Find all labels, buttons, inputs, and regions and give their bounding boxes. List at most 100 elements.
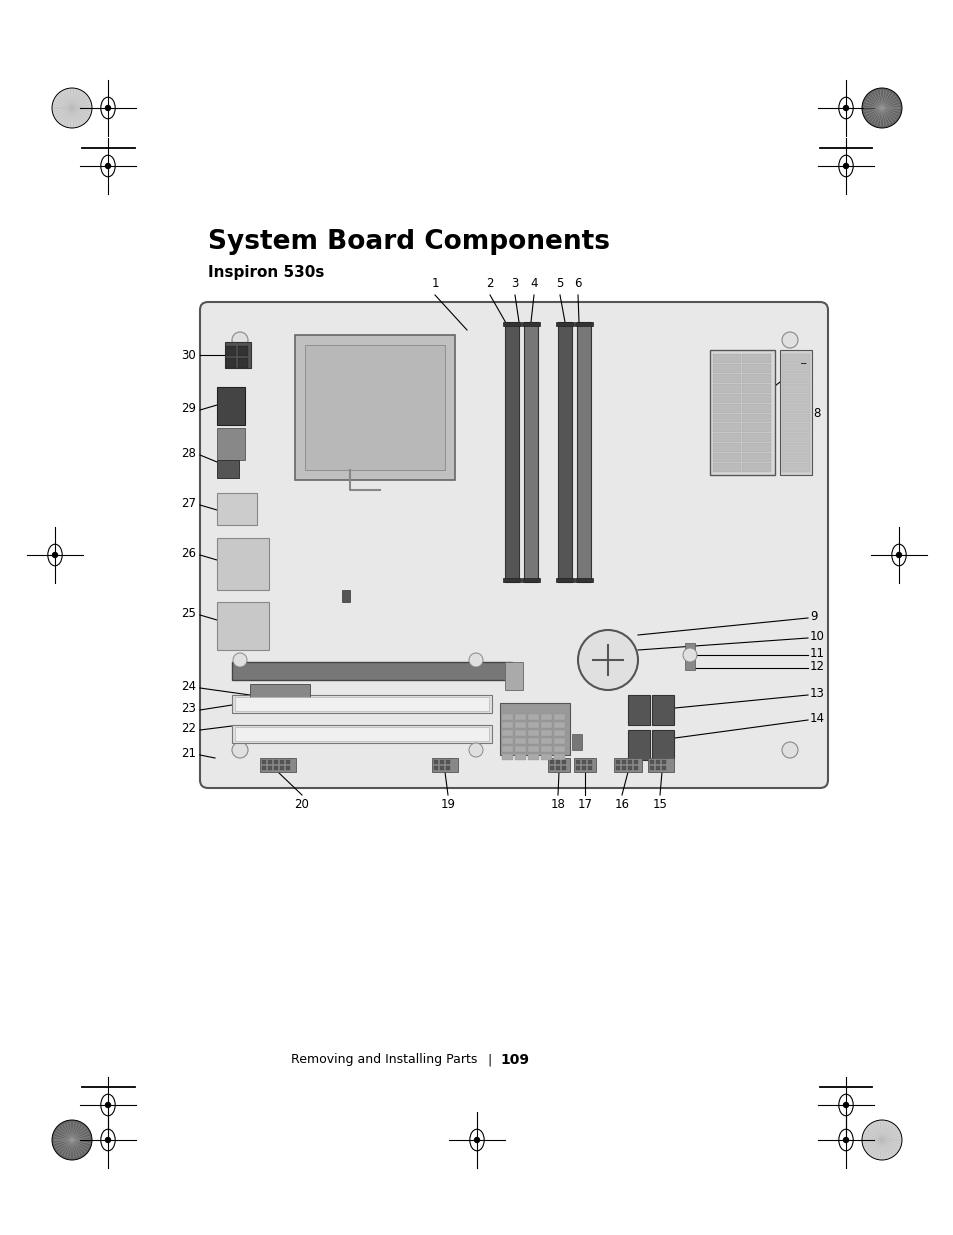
Bar: [712, 414, 740, 422]
Bar: [556, 578, 574, 582]
Bar: [561, 760, 565, 764]
Bar: [515, 739, 525, 743]
Bar: [634, 760, 638, 764]
Bar: [712, 433, 740, 442]
Bar: [274, 760, 277, 764]
Bar: [572, 734, 581, 750]
Bar: [540, 730, 552, 736]
Bar: [501, 739, 513, 743]
Bar: [781, 414, 809, 422]
Bar: [656, 760, 659, 764]
Bar: [741, 364, 770, 373]
Bar: [554, 730, 564, 736]
Circle shape: [52, 552, 57, 557]
Bar: [226, 346, 235, 356]
Bar: [260, 758, 295, 772]
Circle shape: [232, 742, 248, 758]
Bar: [232, 662, 512, 680]
Bar: [661, 766, 665, 769]
Bar: [540, 722, 552, 727]
Bar: [634, 766, 638, 769]
Bar: [280, 760, 284, 764]
Bar: [305, 345, 444, 471]
Circle shape: [578, 630, 638, 690]
Bar: [502, 578, 520, 582]
Text: 12: 12: [809, 659, 824, 673]
Circle shape: [781, 332, 797, 348]
FancyBboxPatch shape: [200, 303, 827, 788]
Text: System Board Components: System Board Components: [208, 228, 609, 254]
Bar: [515, 746, 525, 752]
Bar: [684, 643, 695, 653]
Bar: [250, 684, 310, 700]
Bar: [712, 364, 740, 373]
Text: 29: 29: [181, 401, 195, 415]
Bar: [515, 714, 525, 720]
Bar: [523, 322, 537, 582]
Bar: [741, 404, 770, 412]
Bar: [576, 766, 579, 769]
Bar: [712, 354, 740, 363]
Text: 23: 23: [181, 701, 195, 715]
Bar: [540, 755, 552, 760]
Bar: [286, 760, 290, 764]
Bar: [262, 766, 266, 769]
Bar: [574, 758, 596, 772]
Text: 25: 25: [181, 606, 195, 620]
Text: 24: 24: [181, 679, 195, 693]
Circle shape: [233, 653, 247, 667]
Bar: [556, 766, 559, 769]
Text: Inspiron 530s: Inspiron 530s: [208, 266, 324, 280]
Bar: [781, 384, 809, 393]
Circle shape: [842, 105, 847, 110]
Bar: [504, 322, 518, 582]
Bar: [439, 760, 443, 764]
Bar: [439, 766, 443, 769]
Bar: [432, 758, 457, 772]
Bar: [712, 424, 740, 432]
Circle shape: [682, 648, 697, 662]
Bar: [527, 755, 538, 760]
Bar: [504, 662, 522, 690]
Bar: [627, 760, 631, 764]
Bar: [661, 760, 665, 764]
Bar: [434, 766, 437, 769]
Bar: [741, 394, 770, 403]
Bar: [741, 374, 770, 383]
Circle shape: [52, 1120, 91, 1160]
Bar: [781, 374, 809, 383]
Bar: [556, 760, 559, 764]
Bar: [616, 760, 619, 764]
Circle shape: [106, 1103, 111, 1108]
Circle shape: [862, 88, 901, 128]
Bar: [540, 714, 552, 720]
Bar: [741, 384, 770, 393]
Bar: [216, 429, 245, 459]
Text: 109: 109: [499, 1053, 529, 1067]
Bar: [234, 727, 489, 741]
Text: 17: 17: [577, 798, 592, 811]
Bar: [709, 350, 774, 475]
Bar: [651, 695, 673, 725]
Bar: [515, 730, 525, 736]
Bar: [614, 758, 641, 772]
Circle shape: [781, 742, 797, 758]
Bar: [647, 758, 673, 772]
Bar: [741, 414, 770, 422]
Bar: [712, 394, 740, 403]
Text: 1: 1: [431, 277, 438, 290]
Bar: [216, 538, 269, 590]
Text: 18: 18: [550, 798, 565, 811]
Circle shape: [52, 88, 91, 128]
Text: |: |: [487, 1053, 492, 1067]
Bar: [527, 730, 538, 736]
Text: 11: 11: [809, 646, 824, 659]
Text: 5: 5: [556, 277, 563, 290]
Text: 21: 21: [181, 746, 195, 760]
Bar: [446, 766, 450, 769]
Bar: [575, 322, 593, 326]
Bar: [781, 433, 809, 442]
Bar: [741, 453, 770, 462]
Bar: [781, 424, 809, 432]
Bar: [501, 746, 513, 752]
